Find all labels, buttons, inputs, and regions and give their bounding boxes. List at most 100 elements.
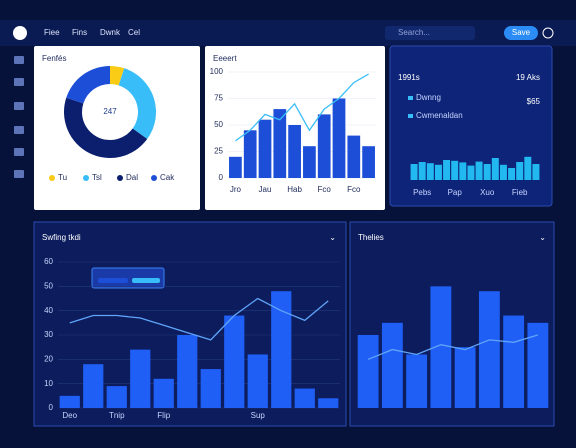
search-box[interactable] [385, 26, 475, 40]
bar [459, 162, 467, 180]
y-tick-label: 75 [214, 94, 223, 103]
legend-label: Dwnng [416, 93, 441, 102]
bar [59, 395, 80, 408]
bar [224, 315, 245, 408]
nav-item[interactable]: Fiee [44, 28, 60, 37]
x-tick-label: Hab [287, 185, 302, 194]
top-bar [0, 20, 576, 46]
bar [503, 315, 525, 408]
bar [499, 164, 507, 180]
save-label[interactable]: Save [512, 28, 531, 37]
bar [443, 160, 451, 180]
logo[interactable] [13, 26, 27, 40]
x-tick-label: Pebs [413, 188, 431, 197]
nav: Fiee Fins Dwnk Cel [44, 28, 140, 37]
card-title: Thelies [358, 233, 384, 242]
y-tick-label: 10 [44, 379, 53, 388]
x-tick-label: Fco [347, 185, 361, 194]
x-tick-label: Flip [157, 411, 170, 420]
y-tick-label: 40 [44, 306, 53, 315]
legend-dot [49, 175, 55, 181]
save-button[interactable] [504, 26, 538, 40]
line [69, 297, 329, 341]
bar [247, 354, 268, 408]
bar [467, 165, 475, 180]
sidebar [14, 56, 24, 178]
subheadline: 19 Aks [516, 73, 540, 82]
y-tick-label: 0 [219, 173, 224, 182]
line [367, 334, 539, 360]
x-tick-label: Sup [251, 411, 266, 420]
bar [527, 322, 549, 408]
y-tick-label: 30 [44, 330, 53, 339]
bar [229, 156, 242, 178]
chevron[interactable]: ⌄ [539, 233, 546, 242]
line [235, 73, 369, 142]
chevron[interactable]: ⌄ [329, 233, 336, 242]
x-tick-label: Jro [230, 185, 242, 194]
legend-label: Tu [58, 173, 67, 182]
card [389, 45, 553, 207]
y-tick-label: 0 [49, 403, 54, 412]
search-placeholder: Search... [398, 28, 430, 37]
center-label: 247 [103, 107, 117, 116]
card-title: Fenfés [42, 54, 66, 63]
card-title: Eeeert [213, 54, 237, 63]
side-icon[interactable] [14, 56, 24, 64]
bar [130, 349, 151, 408]
bar [357, 335, 379, 408]
bar [426, 163, 434, 180]
side-icon[interactable] [14, 126, 24, 134]
bar [430, 286, 452, 408]
legend-swatch [408, 96, 413, 100]
bar [318, 398, 339, 408]
bar [294, 388, 315, 408]
side-icon[interactable] [14, 148, 24, 156]
bar [332, 98, 346, 178]
legend-dot [83, 175, 89, 181]
legend-label: Cak [160, 173, 175, 182]
bar [491, 158, 499, 180]
stat: $65 [527, 97, 541, 106]
bar [532, 164, 540, 180]
pie-slice [110, 66, 125, 86]
bar [406, 354, 428, 408]
bar [271, 291, 292, 408]
bar [200, 369, 221, 408]
side-icon[interactable] [14, 170, 24, 178]
user-icon[interactable] [542, 27, 554, 39]
x-tick-label: Deo [62, 411, 77, 420]
tooltip-bar [98, 278, 128, 283]
x-tick-label: Pap [448, 188, 463, 197]
legend-dot [117, 175, 123, 181]
bar [516, 162, 524, 180]
nav-item[interactable]: Dwnk [100, 28, 121, 37]
headline: 1991s [398, 73, 420, 82]
y-tick-label: 50 [214, 120, 223, 129]
bar [243, 130, 257, 178]
bar [508, 168, 516, 180]
nav-item[interactable]: Cel [128, 28, 140, 37]
bar [106, 386, 127, 408]
side-icon[interactable] [14, 102, 24, 110]
bar [524, 156, 532, 180]
bar [418, 162, 426, 180]
pie-slice [118, 68, 156, 140]
bar [317, 114, 331, 178]
side-icon[interactable] [14, 78, 24, 86]
y-tick-label: 60 [44, 257, 53, 266]
pie-slice [64, 97, 148, 158]
bar [478, 291, 500, 408]
y-tick-label: 20 [44, 354, 53, 363]
tooltip-bar [132, 278, 160, 283]
nav-item[interactable]: Fins [72, 28, 87, 37]
bar [347, 135, 361, 178]
pie-slice [66, 66, 110, 104]
legend-label: Tsl [92, 173, 102, 182]
bar [483, 164, 491, 180]
bar [273, 109, 287, 178]
bar [258, 119, 272, 178]
x-tick-label: Xuo [480, 188, 495, 197]
